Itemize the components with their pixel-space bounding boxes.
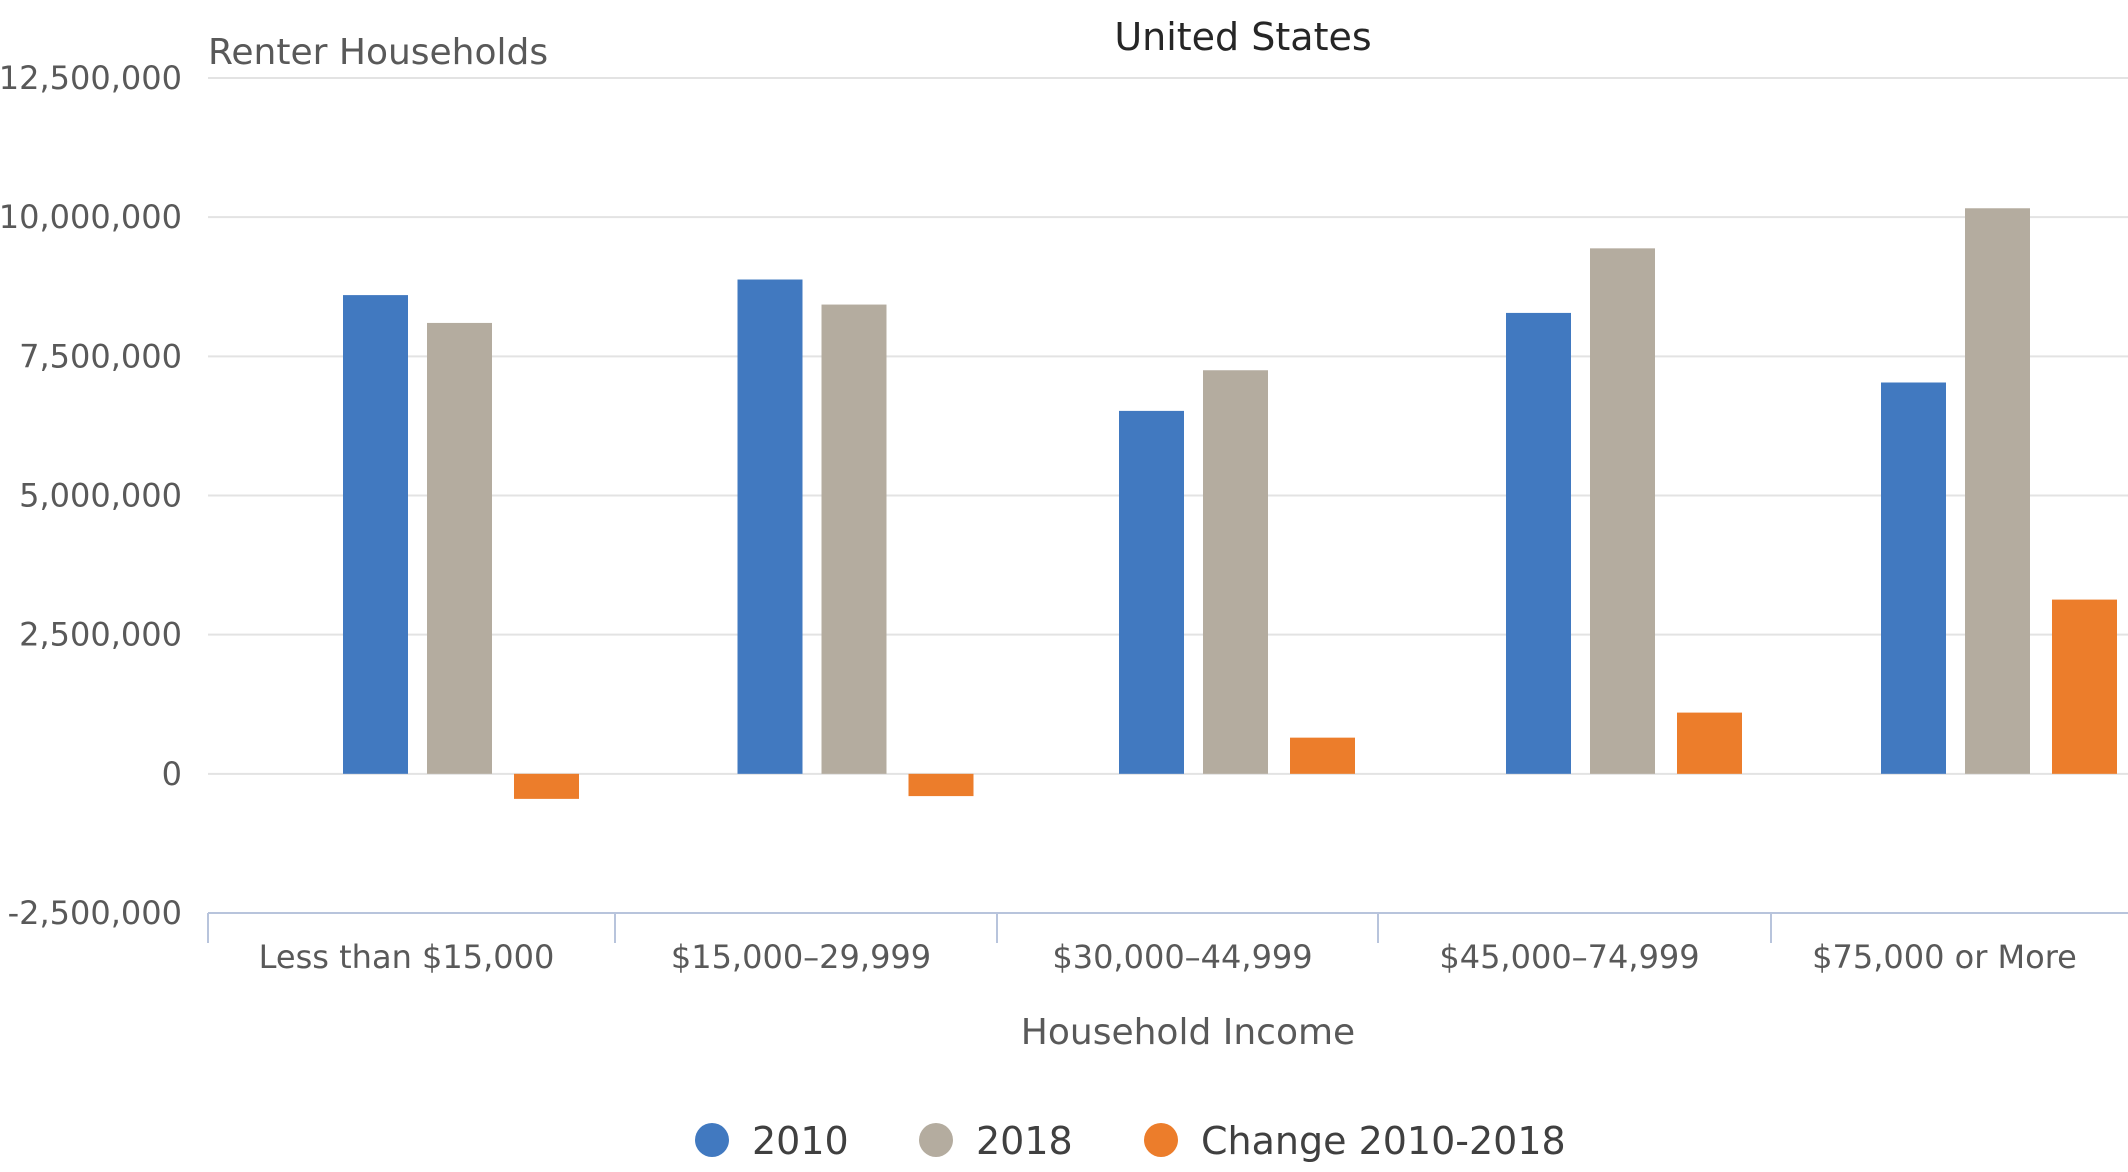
bar-2018 (1590, 248, 1655, 774)
x-tick-label: $45,000–74,999 (1439, 938, 1699, 976)
bar-change (1290, 737, 1355, 774)
bar-2018 (1965, 208, 2030, 774)
legend-item-2018: 2018 (919, 1119, 1073, 1163)
y-tick-label: 7,500,000 (19, 337, 182, 375)
bar-change (514, 773, 579, 799)
axis-layer: -2,500,000 0 2,500,000 5,000,000 7,500,000 10… (0, 59, 2077, 976)
bar-2018 (427, 322, 492, 774)
legend-label: 2018 (976, 1119, 1073, 1163)
y-tick-label: 0 (162, 755, 182, 793)
legend-marker (695, 1123, 729, 1157)
chart-title: United States (1114, 15, 1371, 59)
bar-2010 (343, 295, 408, 774)
bar-2010 (1881, 382, 1946, 774)
legend-label: Change 2010-2018 (1201, 1119, 1566, 1163)
legend-item-change: Change 2010-2018 (1144, 1119, 1566, 1163)
bars-layer (343, 208, 2117, 799)
legend: 2010 2018 Change 2010-2018 (695, 1119, 1566, 1163)
bar-change (2052, 599, 2117, 774)
bar-2018 (821, 304, 887, 774)
y-tick-label: -2,500,000 (8, 894, 182, 932)
bar-change (1677, 712, 1742, 774)
bar-2018 (1203, 370, 1268, 774)
y-tick-label: 2,500,000 (19, 616, 182, 654)
y-tick-label: 5,000,000 (19, 477, 182, 515)
legend-label: 2010 (752, 1119, 849, 1163)
legend-marker (919, 1123, 953, 1157)
x-tick-label: Less than $15,000 (259, 938, 555, 976)
x-tick-label: $30,000–44,999 (1052, 938, 1312, 976)
bar-change (908, 773, 974, 797)
legend-item-2010: 2010 (695, 1119, 849, 1163)
x-tick-label: $75,000 or More (1812, 938, 2077, 976)
bar-2010 (737, 279, 803, 774)
legend-marker (1144, 1123, 1178, 1157)
x-axis-title: Household Income (1021, 1012, 1355, 1053)
y-tick-label: 12,500,000 (0, 59, 182, 97)
bar-2010 (1119, 410, 1184, 774)
y-tick-label: 10,000,000 (0, 198, 182, 236)
x-tick-label: $15,000–29,999 (671, 938, 931, 976)
bar-2010 (1506, 312, 1571, 774)
y-axis-title: Renter Households (208, 32, 548, 73)
